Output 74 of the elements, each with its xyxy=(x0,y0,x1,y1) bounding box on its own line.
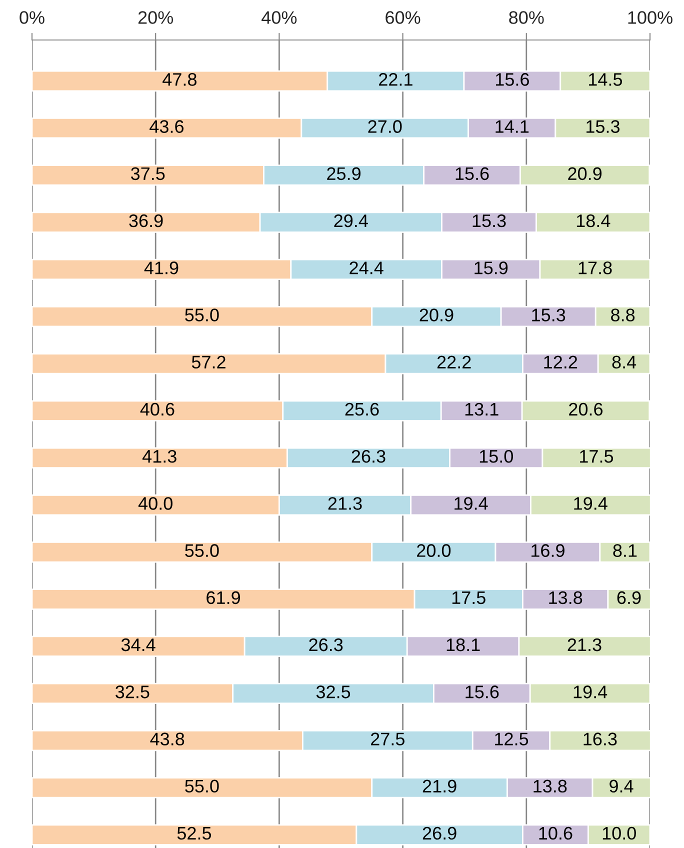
data-label: 17.5 xyxy=(580,450,614,463)
data-label: 61.9 xyxy=(206,591,240,604)
data-label: 12.2 xyxy=(544,356,578,368)
data-label: 15.6 xyxy=(456,167,489,180)
data-label: 15.3 xyxy=(472,214,506,228)
data-label: 37.5 xyxy=(130,167,165,180)
data-label: 26.3 xyxy=(352,450,386,463)
data-label: 52.5 xyxy=(177,826,212,840)
data-label: 10.0 xyxy=(602,826,636,840)
data-label: 15.6 xyxy=(466,686,499,698)
data-label: 55.0 xyxy=(185,780,219,793)
data-label: 13.1 xyxy=(465,402,498,416)
x-tick-label: 0% xyxy=(20,11,44,24)
data-label: 40.0 xyxy=(138,497,172,510)
data-label: 19.4 xyxy=(574,497,608,510)
data-label: 8.8 xyxy=(611,308,635,322)
data-label: 27.0 xyxy=(368,120,402,133)
data-label: 57.2 xyxy=(192,356,226,369)
data-label: 17.5 xyxy=(452,591,486,604)
data-label: 8.4 xyxy=(612,356,636,369)
data-label: 12.5 xyxy=(495,732,528,746)
data-label: 13.8 xyxy=(534,780,567,793)
data-label: 32.5 xyxy=(116,686,150,698)
data-label: 25.6 xyxy=(345,402,379,416)
data-label: 15.6 xyxy=(496,73,529,86)
data-label: 9.4 xyxy=(610,780,634,793)
data-label: 27.5 xyxy=(371,732,404,746)
data-label: 47.8 xyxy=(162,73,196,86)
data-label: 40.6 xyxy=(140,402,174,416)
data-label: 43.8 xyxy=(150,732,184,746)
data-label: 34.4 xyxy=(121,638,156,652)
data-label: 41.9 xyxy=(144,262,178,274)
data-label: 55.0 xyxy=(185,308,219,322)
data-label: 15.3 xyxy=(586,120,620,133)
x-tick-label: 100% xyxy=(628,11,672,24)
data-label: 55.0 xyxy=(185,544,219,557)
data-label: 43.6 xyxy=(150,120,184,133)
data-label: 26.9 xyxy=(422,826,456,840)
data-label: 29.4 xyxy=(334,214,368,228)
data-label: 20.0 xyxy=(417,544,451,557)
data-label: 25.9 xyxy=(327,167,360,180)
data-label: 18.4 xyxy=(576,214,610,228)
data-label: 22.2 xyxy=(437,356,471,368)
x-tick-label: 60% xyxy=(386,11,420,24)
data-label: 32.5 xyxy=(316,686,350,698)
data-label: 13.8 xyxy=(549,591,582,604)
data-label: 20.9 xyxy=(568,167,602,180)
x-tick-label: 20% xyxy=(138,11,174,24)
data-label: 24.4 xyxy=(350,262,384,274)
data-label: 15.3 xyxy=(532,308,566,322)
data-label: 6.9 xyxy=(617,591,641,604)
x-tick-label: 80% xyxy=(509,11,544,24)
data-label: 21.3 xyxy=(568,638,602,652)
data-label: 14.1 xyxy=(496,120,529,133)
data-label: 14.5 xyxy=(589,73,622,86)
data-label: 21.9 xyxy=(422,780,456,793)
data-label: 21.3 xyxy=(328,497,362,510)
data-label: 22.1 xyxy=(379,73,412,86)
data-label: 16.9 xyxy=(532,544,564,557)
data-label: 41.3 xyxy=(142,450,176,463)
data-label: 15.0 xyxy=(480,450,513,463)
data-label: 18.1 xyxy=(446,638,480,652)
data-label: 17.8 xyxy=(578,262,612,274)
data-label: 15.9 xyxy=(474,262,508,274)
data-label: 16.3 xyxy=(584,732,617,746)
data-label: 19.4 xyxy=(454,497,488,510)
data-label: 26.3 xyxy=(309,638,343,652)
data-label: 20.6 xyxy=(569,402,603,416)
data-label: 20.9 xyxy=(420,308,454,322)
x-tick-label: 40% xyxy=(262,11,297,24)
data-label: 19.4 xyxy=(574,686,608,698)
data-label: 8.1 xyxy=(613,544,637,557)
data-label: 10.6 xyxy=(539,826,572,840)
data-label: 36.9 xyxy=(129,214,163,228)
